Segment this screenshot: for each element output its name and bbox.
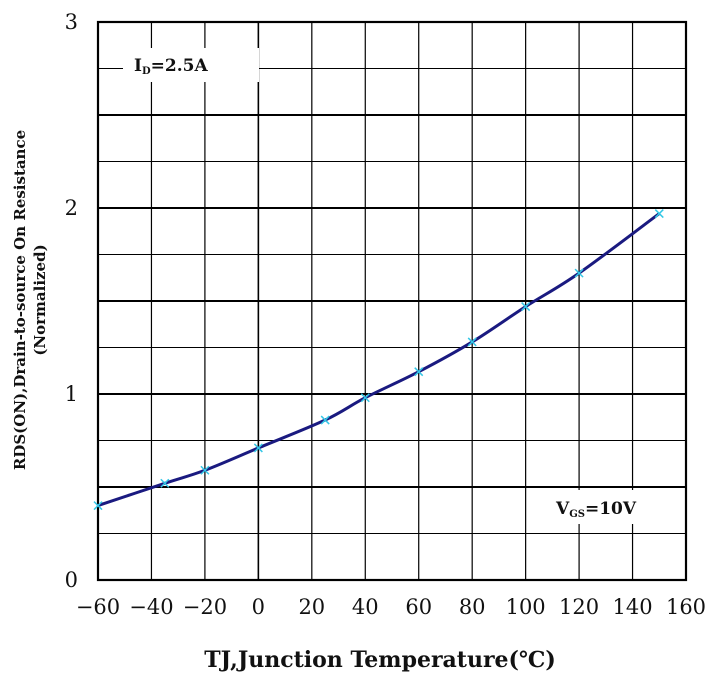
x-tick-label: 100 bbox=[506, 595, 546, 619]
x-axis-title: TJ,Junction Temperature(℃) bbox=[204, 647, 555, 673]
x-tick-label: 0 bbox=[252, 595, 265, 619]
y-axis-title-line1: RDS(ON),Drain-to-source On Resistance bbox=[11, 130, 29, 470]
x-tick-label: 60 bbox=[405, 595, 432, 619]
y-tick-label: 0 bbox=[65, 568, 78, 592]
y-axis-title-line2: (Normalized) bbox=[31, 244, 49, 355]
x-tick-label: 80 bbox=[459, 595, 486, 619]
tick-labels: −60 −40 −20 0 20 40 60 80 100 120 140 160 0 1 2 3 bbox=[65, 10, 706, 619]
data-point bbox=[655, 210, 663, 218]
x-tick-label: −60 bbox=[76, 595, 120, 619]
x-tick-label: 160 bbox=[666, 595, 706, 619]
series-line bbox=[98, 214, 659, 506]
x-tick-label: 20 bbox=[298, 595, 325, 619]
y-tick-label: 2 bbox=[65, 196, 78, 220]
y-tick-label: 3 bbox=[65, 10, 78, 34]
x-tick-label: 40 bbox=[352, 595, 379, 619]
x-tick-label: −40 bbox=[129, 595, 173, 619]
annotation-label: VGS=10V bbox=[555, 499, 637, 520]
x-tick-label: −20 bbox=[183, 595, 227, 619]
x-tick-label: 120 bbox=[559, 595, 599, 619]
y-tick-label: 1 bbox=[65, 382, 78, 406]
x-tick-label: 140 bbox=[612, 595, 652, 619]
